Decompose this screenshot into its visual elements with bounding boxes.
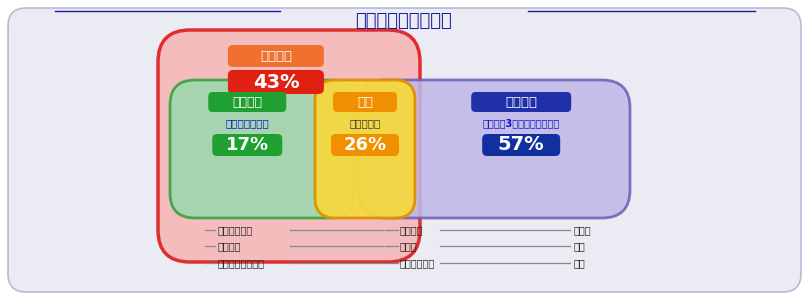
Text: 社外の第3者による商品ロス: 社外の第3者による商品ロス <box>483 118 560 128</box>
Text: 商品ロスの発生要因: 商品ロスの発生要因 <box>356 12 452 30</box>
Text: 社内要因: 社内要因 <box>260 50 292 62</box>
FancyBboxPatch shape <box>158 30 420 262</box>
Text: 業者との癒着: 業者との癒着 <box>400 258 435 268</box>
Text: 不正: 不正 <box>357 95 373 109</box>
Text: 内引き: 内引き <box>400 241 417 251</box>
FancyBboxPatch shape <box>358 80 630 218</box>
Text: 57%: 57% <box>498 136 544 154</box>
FancyBboxPatch shape <box>8 8 801 292</box>
Text: 値付ミス: 値付ミス <box>218 241 242 251</box>
FancyBboxPatch shape <box>331 134 399 156</box>
Text: 強盗: 強盗 <box>574 258 586 268</box>
Text: 窃盗: 窃盗 <box>574 241 586 251</box>
Text: 金銭着服: 金銭着服 <box>400 225 423 235</box>
Text: 管理ロス: 管理ロス <box>232 95 262 109</box>
FancyBboxPatch shape <box>212 134 282 156</box>
Text: 社内の管理ミス: 社内の管理ミス <box>226 118 269 128</box>
Text: 棚卸カウントミス: 棚卸カウントミス <box>218 258 265 268</box>
FancyBboxPatch shape <box>170 80 354 218</box>
Text: 伝票処理ミス: 伝票処理ミス <box>218 225 253 235</box>
FancyBboxPatch shape <box>208 92 286 112</box>
Text: 26%: 26% <box>344 136 387 154</box>
FancyBboxPatch shape <box>228 45 324 67</box>
Text: 万引き: 万引き <box>574 225 591 235</box>
FancyBboxPatch shape <box>471 92 571 112</box>
Text: 17%: 17% <box>226 136 269 154</box>
Text: 社内・業者: 社内・業者 <box>349 118 380 128</box>
Text: 43%: 43% <box>252 73 299 92</box>
Text: 外部ロス: 外部ロス <box>505 95 537 109</box>
FancyBboxPatch shape <box>315 80 415 218</box>
FancyBboxPatch shape <box>333 92 397 112</box>
FancyBboxPatch shape <box>228 70 324 94</box>
FancyBboxPatch shape <box>482 134 560 156</box>
